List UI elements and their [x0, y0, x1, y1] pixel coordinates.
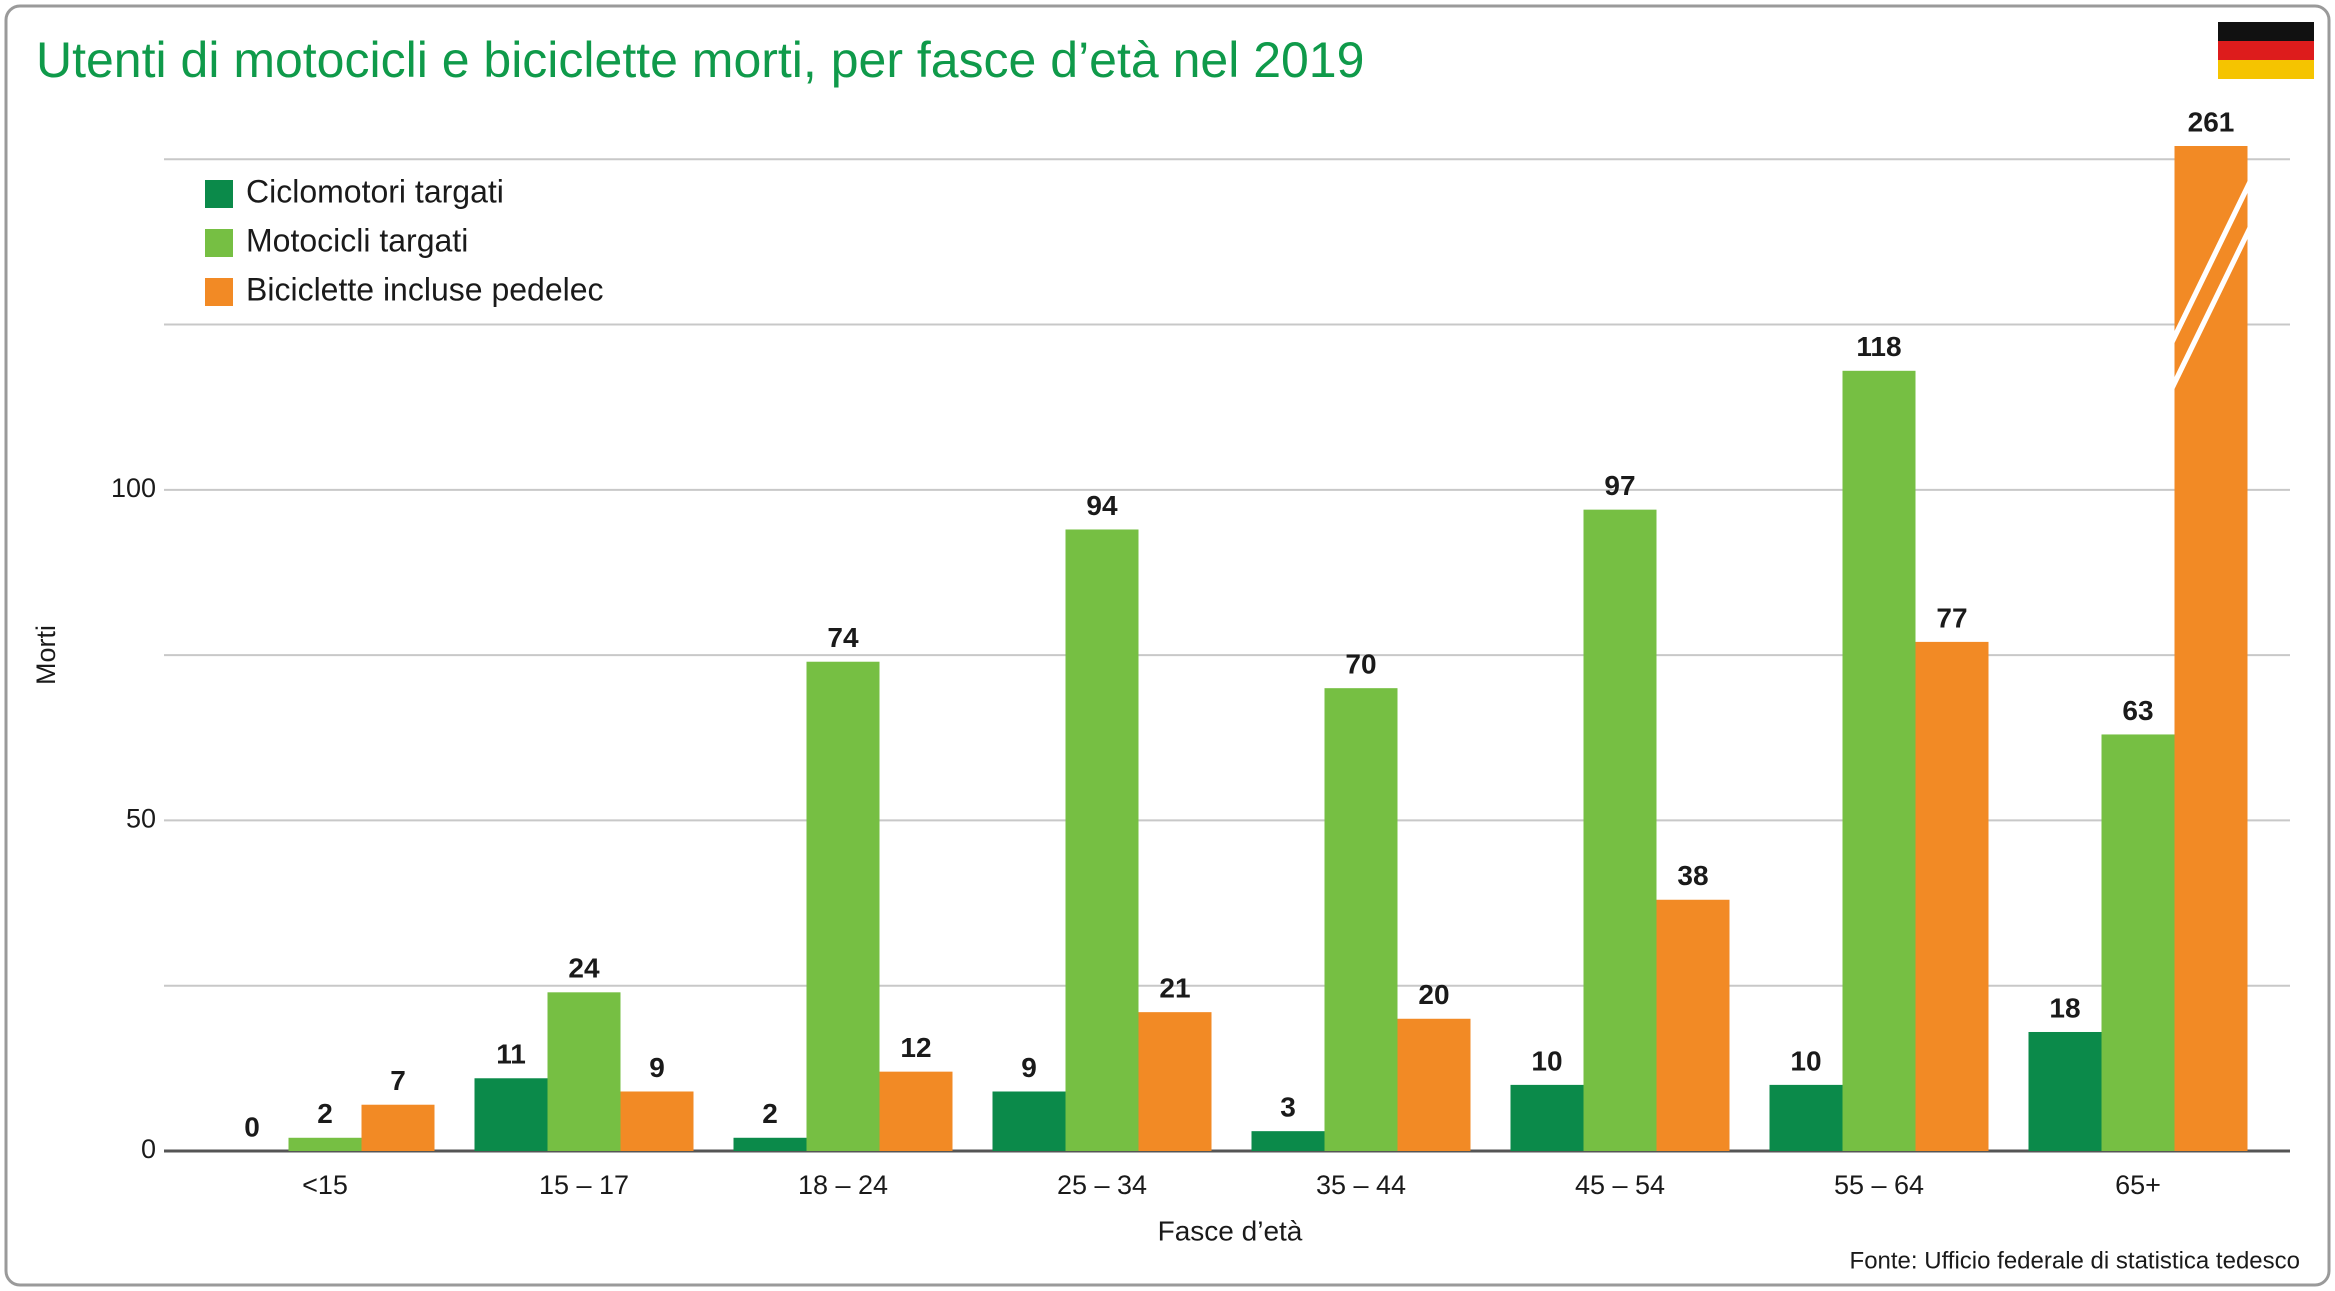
flag: [2218, 22, 2314, 79]
value-label: 9: [649, 1052, 665, 1083]
bar: [1138, 1012, 1212, 1151]
value-label: 74: [827, 622, 859, 653]
chart-title: Utenti di motocicli e biciclette morti, …: [36, 32, 1364, 88]
frame: [4, 4, 2331, 1287]
value-label: 2: [317, 1098, 333, 1129]
x-axis-label: Fasce d’età: [1158, 1215, 1303, 1246]
value-label: 118: [1856, 331, 1901, 362]
axis-break: [2174, 181, 2248, 343]
bar: [806, 661, 880, 1151]
value-label: 70: [1345, 649, 1376, 680]
bar: [992, 1091, 1066, 1151]
plot-area: [288, 146, 2248, 1152]
x-tick-label: 18 – 24: [798, 1170, 888, 1200]
source: Fonte: Ufficio federale di statistica te…: [1850, 1247, 2300, 1274]
x-tick-label: 25 – 34: [1057, 1170, 1147, 1200]
x-tick-label: <15: [302, 1170, 348, 1200]
bar: [2028, 1031, 2102, 1151]
x-tick-label: 65+: [2115, 1170, 2161, 1200]
value-label: 261: [2188, 106, 2235, 137]
legend-swatch: [205, 229, 233, 257]
legend-swatch: [205, 180, 233, 208]
value-label: 3: [1280, 1092, 1296, 1123]
bar: [1915, 641, 1989, 1151]
axis-break: [2174, 227, 2248, 389]
y-axis-label: Morti: [31, 625, 61, 685]
legend-label: Motocicli targati: [246, 222, 468, 258]
bar: [1324, 688, 1398, 1151]
value-label: 10: [1531, 1045, 1562, 1076]
bar: [474, 1078, 548, 1151]
value-label: 9: [1021, 1052, 1037, 1083]
legend-label: Ciclomotori targati: [246, 173, 504, 209]
value-label: 20: [1418, 979, 1449, 1010]
value-label: 12: [900, 1032, 931, 1063]
y-tick-label: 0: [141, 1134, 156, 1164]
value-label: 2: [762, 1098, 778, 1129]
value-label: 38: [1677, 860, 1708, 891]
value-label: 11: [496, 1039, 526, 1070]
x-tick-label: 55 – 64: [1834, 1170, 1924, 1200]
bar: [620, 1091, 694, 1151]
legend-label: Biciclette incluse pedelec: [246, 271, 604, 307]
legend-swatch: [205, 278, 233, 306]
value-label: 97: [1604, 470, 1635, 501]
value-label: 24: [568, 953, 600, 984]
bar: [1842, 370, 1916, 1152]
y-tick-label: 100: [111, 473, 156, 503]
value-label: 21: [1159, 973, 1190, 1004]
bar: [1251, 1131, 1325, 1151]
bar: [547, 992, 621, 1151]
x-tick-label: 45 – 54: [1575, 1170, 1665, 1200]
y-tick-label: 50: [126, 804, 156, 834]
value-label: 18: [2049, 992, 2080, 1023]
value-label: 10: [1790, 1045, 1821, 1076]
bar: [1510, 1084, 1584, 1151]
bar: [1397, 1018, 1471, 1151]
value-label: 7: [390, 1065, 406, 1096]
x-tick-label: 15 – 17: [539, 1170, 629, 1200]
value-label: 0: [244, 1111, 260, 1142]
value-label: 77: [1936, 602, 1967, 633]
value-label: 94: [1086, 490, 1118, 521]
bar: [1769, 1084, 1843, 1151]
bar: [1656, 899, 1730, 1151]
bar: [1065, 529, 1139, 1151]
bar: [2174, 146, 2248, 1151]
bar: [2101, 734, 2175, 1151]
bar: [361, 1104, 435, 1151]
bar: [733, 1137, 807, 1151]
bar: [879, 1071, 953, 1151]
x-tick-label: 35 – 44: [1316, 1170, 1406, 1200]
bar: [1583, 509, 1657, 1151]
value-label: 63: [2122, 695, 2153, 726]
bar: [288, 1137, 362, 1151]
